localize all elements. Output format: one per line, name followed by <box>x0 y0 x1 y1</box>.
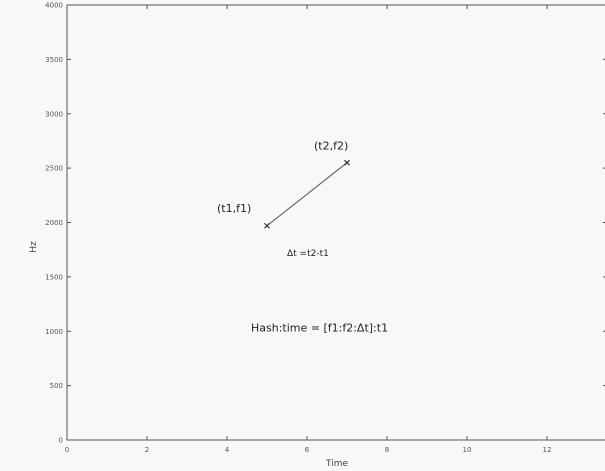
data-points: (t1,f1) (t2,f2) <box>217 140 350 229</box>
x-tick-label: 12 <box>543 446 552 454</box>
x-axis: 0 2 4 6 8 10 12 <box>65 5 552 454</box>
point-label: (t2,f2) <box>314 140 348 153</box>
hash-annotation: Hash:time = [f1:f2:Δt]:t1 <box>251 321 388 334</box>
y-tick-label: 1500 <box>45 273 63 281</box>
plot-frame <box>66 4 605 441</box>
pair-link-line <box>266 162 348 227</box>
x-tick-label: 8 <box>385 446 389 454</box>
x-tick-label: 10 <box>463 446 472 454</box>
point-label: (t1,f1) <box>217 202 251 215</box>
y-axis-label: Hz <box>29 241 39 253</box>
data-point <box>264 222 270 229</box>
y-tick-label: 1000 <box>45 328 63 336</box>
x-tick-label: 2 <box>145 446 149 454</box>
x-axis-label: Time <box>325 459 348 469</box>
y-tick-label: 4000 <box>45 2 63 10</box>
data-point <box>344 159 350 166</box>
y-tick-label: 2000 <box>45 219 63 227</box>
y-axis: 0 500 1000 1500 2000 2500 3000 3500 4000 <box>45 2 605 445</box>
y-tick-label: 2500 <box>45 165 63 173</box>
y-tick-label: 500 <box>50 382 63 390</box>
y-tick-label: 3000 <box>45 110 63 118</box>
x-tick-label: 6 <box>305 446 310 454</box>
annotations: Δt =t2-t1 Hash:time = [f1:f2:Δt]:t1 <box>251 249 388 334</box>
y-tick-label: 3500 <box>45 56 63 64</box>
x-tick-label: 4 <box>225 446 230 454</box>
y-tick-label: 0 <box>59 437 63 445</box>
delta-t-annotation: Δt =t2-t1 <box>287 249 329 259</box>
x-tick-label: 0 <box>65 446 69 454</box>
